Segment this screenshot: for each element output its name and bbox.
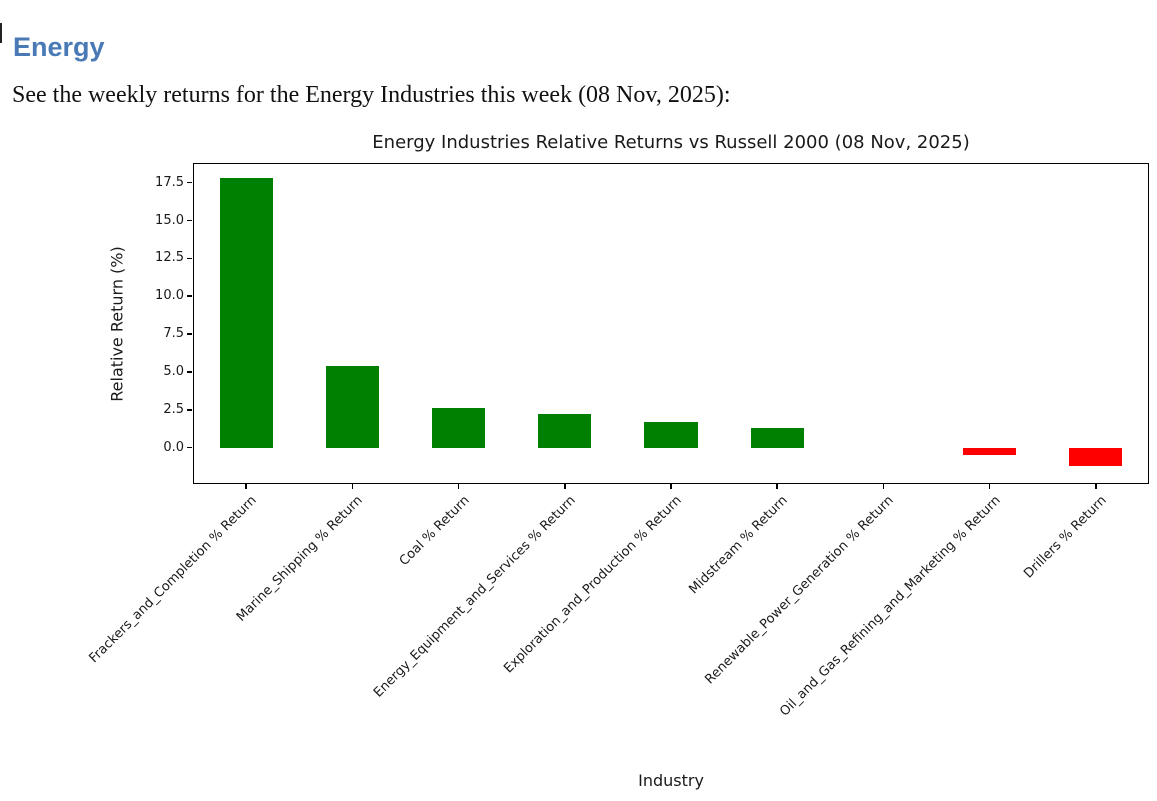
x-tick-mark bbox=[882, 484, 885, 489]
bar bbox=[963, 447, 1017, 456]
y-tick-mark bbox=[187, 446, 192, 449]
x-tick-mark bbox=[1095, 484, 1097, 489]
screenshot-edge-artifact bbox=[0, 23, 2, 43]
x-tick-mark bbox=[245, 484, 247, 489]
y-tick-mark bbox=[187, 181, 192, 184]
bar bbox=[432, 408, 486, 448]
x-tick-mark bbox=[670, 484, 672, 489]
bar bbox=[219, 178, 273, 448]
bar bbox=[750, 427, 804, 448]
y-tick-label: 5.0 bbox=[163, 363, 184, 379]
y-tick-mark bbox=[187, 257, 192, 260]
section-heading: Energy bbox=[13, 32, 105, 63]
bar bbox=[538, 414, 592, 448]
x-tick-mark bbox=[564, 484, 566, 489]
intro-text: See the weekly returns for the Energy In… bbox=[12, 82, 731, 108]
x-tick-mark bbox=[776, 484, 778, 489]
y-tick-mark bbox=[187, 219, 192, 222]
y-tick-label: 10.0 bbox=[155, 288, 184, 304]
y-tick-label: 0.0 bbox=[163, 439, 184, 455]
y-tick-label: 2.5 bbox=[163, 401, 184, 417]
y-tick-mark bbox=[187, 371, 192, 373]
y-tick-mark bbox=[187, 409, 192, 411]
x-tick-mark bbox=[351, 484, 354, 489]
x-tick-mark bbox=[457, 484, 460, 489]
bar bbox=[644, 421, 698, 448]
chart-title: Energy Industries Relative Returns vs Ru… bbox=[372, 132, 970, 153]
y-tick-label: 12.5 bbox=[155, 250, 184, 266]
y-tick-label: 15.0 bbox=[155, 212, 184, 228]
bar bbox=[325, 365, 379, 448]
x-axis-label: Industry bbox=[638, 771, 704, 790]
y-tick-mark bbox=[187, 295, 192, 297]
y-tick-label: 17.5 bbox=[155, 174, 184, 190]
x-tick-mark bbox=[988, 484, 991, 489]
y-tick-mark bbox=[187, 333, 192, 335]
y-tick-label: 7.5 bbox=[163, 326, 184, 342]
bar bbox=[1069, 447, 1123, 466]
